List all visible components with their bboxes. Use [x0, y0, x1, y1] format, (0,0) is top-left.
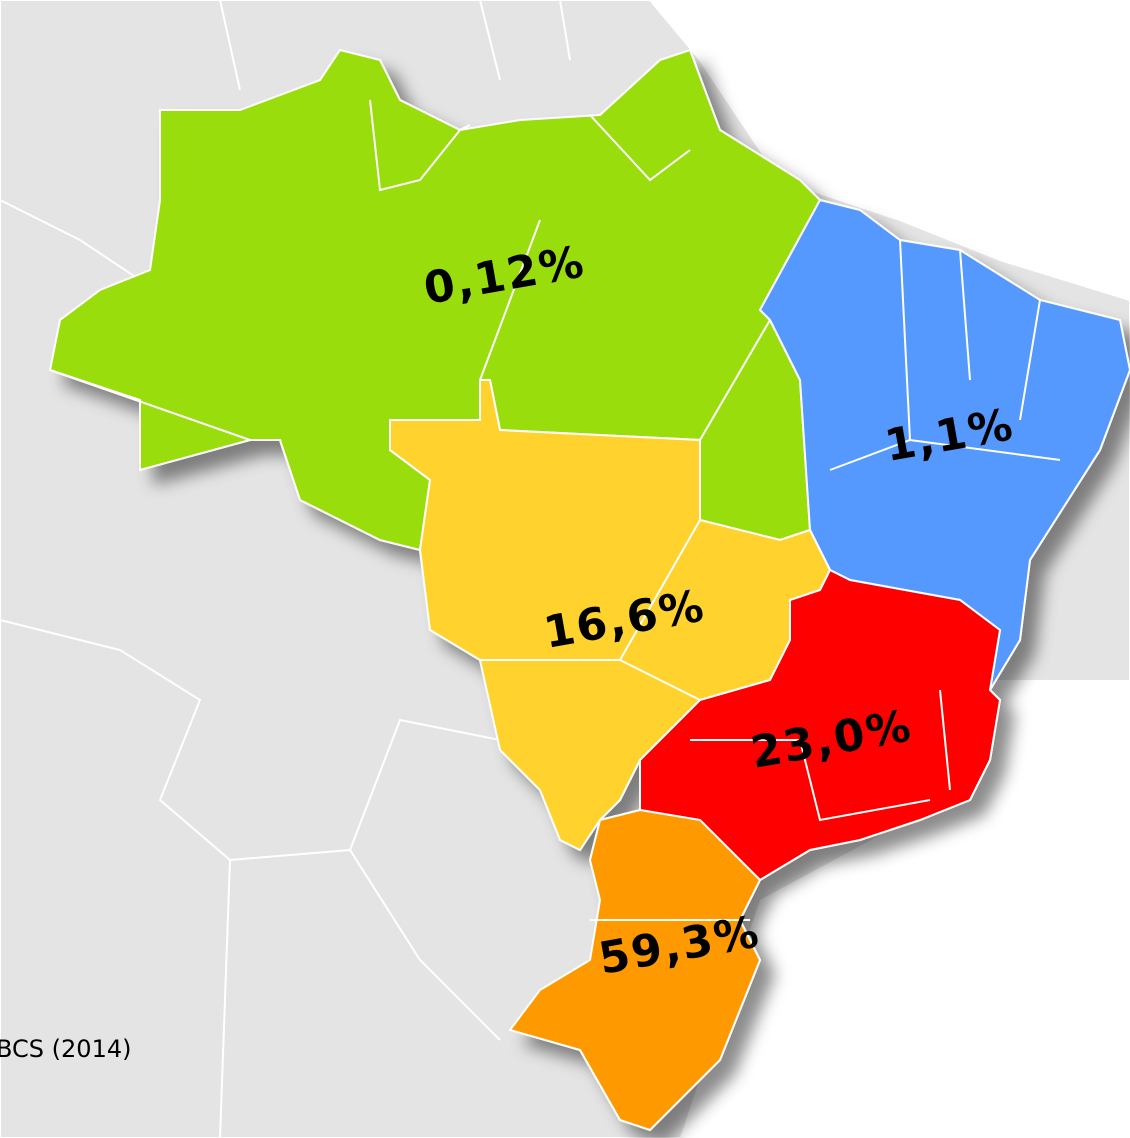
region-south	[508, 808, 762, 1132]
source: BCS (2014)	[0, 1035, 131, 1063]
state-border	[49, 99, 1061, 921]
country-border	[0, 0, 570, 1138]
ocean	[680, 700, 1130, 1138]
region-southeast	[639, 568, 1002, 882]
brazil	[48, 48, 1130, 1132]
